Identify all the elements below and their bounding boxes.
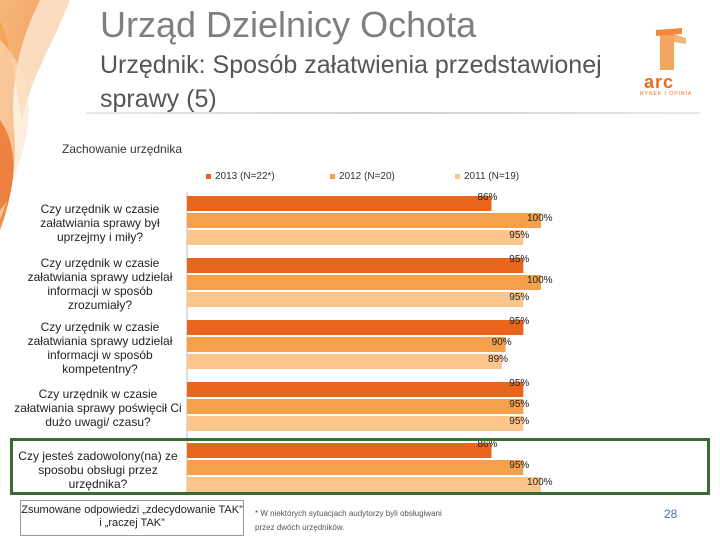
bar-2011-cat4 [187, 416, 524, 431]
page-title: Urząd Dzielnicy Ochota [100, 4, 477, 45]
bar-2013-cat3 [187, 320, 524, 335]
bar-2013-cat4 [187, 382, 524, 397]
page-subtitle: Urzędnik: Sposób załatwienia przedstawio… [100, 51, 602, 113]
arc-logo-icon [656, 28, 686, 70]
category-label: Czy urzędnik w czasie załatwiania sprawy… [40, 202, 160, 244]
data-label: 95% [509, 378, 529, 389]
data-label: 86% [477, 439, 497, 450]
data-label: 100% [527, 213, 553, 224]
logo-tagline: RYNEK I OPINIA [640, 91, 693, 97]
header-divider [86, 112, 700, 114]
data-label: 100% [527, 275, 553, 286]
data-label: 86% [477, 192, 497, 203]
page-number: 28 [664, 507, 678, 521]
legend-item-2012: 2012 (N=20) [330, 171, 395, 182]
bar-2012-cat1 [187, 213, 541, 228]
bar-2011-cat5 [187, 477, 541, 492]
bar-2013-cat5 [187, 443, 492, 458]
bar-2011-cat1 [187, 230, 524, 245]
legend-label: 2013 (N=22*) [215, 171, 275, 182]
category-label: Czy urzędnik w czasie załatwiania sprawy… [14, 387, 182, 429]
category-label: Czy urzędnik w czasie załatwiania sprawy… [27, 320, 173, 376]
bar-2011-cat2 [187, 292, 524, 307]
bar-2013-cat2 [187, 258, 524, 273]
legend-swatch [206, 173, 211, 179]
bar-2012-cat5 [187, 460, 524, 475]
data-label: 89% [488, 354, 508, 365]
logo-text: arc [644, 72, 675, 92]
highlight-frame [10, 438, 710, 495]
legend-item-2011: 2011 (N=19) [455, 171, 519, 182]
data-label: 95% [509, 460, 529, 471]
legend-swatch [455, 173, 460, 179]
legend-label: 2011 (N=19) [464, 171, 520, 182]
bar-2013-cat1 [187, 196, 492, 211]
data-label: 95% [509, 230, 529, 241]
data-label: 95% [509, 254, 529, 265]
category-label: Czy jesteś zadowolony(na) ze sposobu obs… [18, 449, 178, 491]
bar-2012-cat2 [187, 275, 541, 290]
data-label: 95% [509, 316, 529, 327]
data-label: 95% [509, 399, 529, 410]
decorative-orange-swirl [0, 0, 70, 230]
data-label: 95% [509, 416, 529, 427]
data-label: 95% [509, 292, 529, 303]
legend-item-2013: 2013 (N=22*) [206, 171, 275, 182]
bar-2012-cat4 [187, 399, 524, 414]
category-label: Czy urzędnik w czasie załatwiania sprawy… [27, 256, 173, 312]
data-label: 90% [492, 337, 512, 348]
summary-note-box: Zsumowane odpowiedzi „zdecydowanie TAK” … [20, 500, 244, 536]
legend-label: 2012 (N=20) [339, 171, 395, 182]
data-label: 100% [527, 477, 553, 488]
chart-title: Zachowanie urzędnika [62, 142, 183, 156]
bar-2012-cat3 [187, 337, 506, 352]
legend-swatch [330, 173, 335, 179]
footnote: * W niektórych sytuacjach audytorzy byli… [255, 509, 442, 532]
bar-2011-cat3 [187, 354, 503, 369]
